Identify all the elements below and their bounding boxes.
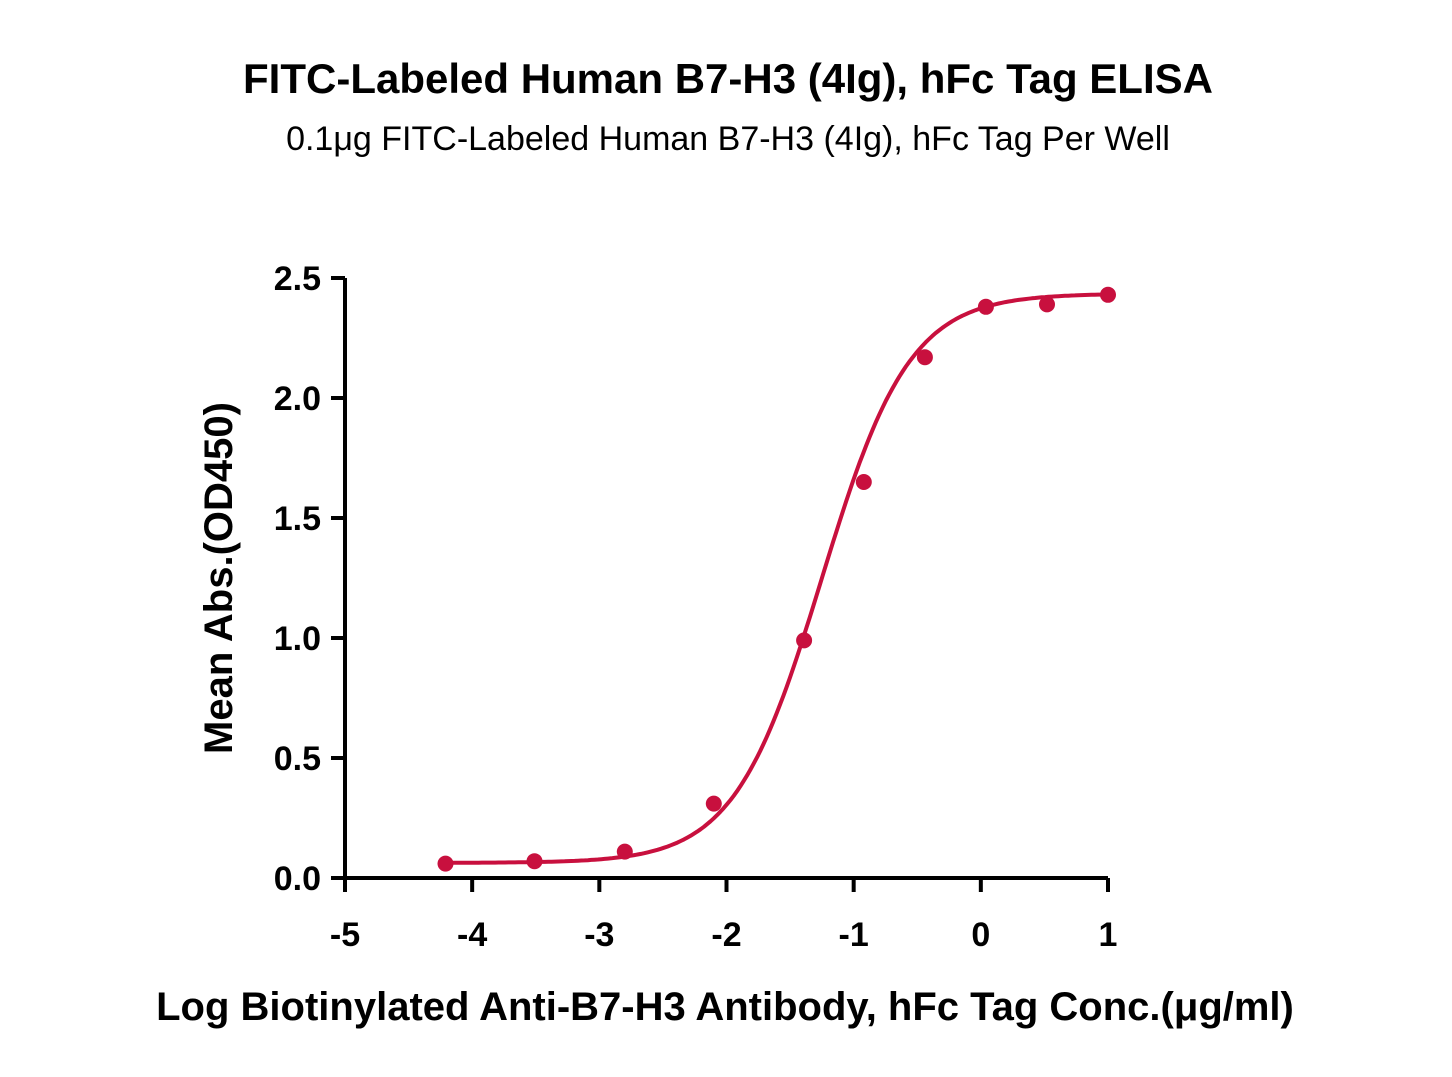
data-point [705,795,722,812]
y-tick-label: 1.5 [274,500,321,538]
chart-subtitle: 0.1μg FITC-Labeled Human B7-H3 (4Ig), hF… [286,120,1170,158]
data-point [616,843,633,860]
y-tick-label: 1.0 [274,620,321,658]
data-point [796,632,813,649]
x-tick-label: -4 [457,916,487,954]
x-tick-label: -2 [711,916,741,954]
data-points [437,286,1116,872]
x-axis-label: Log Biotinylated Anti-B7-H3 Antibody, hF… [156,985,1294,1029]
x-tick-label: 1 [1099,916,1118,954]
fit-curve-group [445,292,1109,865]
data-point [1039,296,1055,313]
x-axis-ticks: -5 -4 -3 -2 -1 0 1 [330,878,1118,954]
y-tick-label: 2.5 [274,260,321,298]
y-axis-label: Mean Abs.(OD450) [197,402,241,754]
y-tick-label: 0.0 [274,860,321,898]
y-axis-ticks: 0.0 0.5 1.0 1.5 2.0 2.5 [274,260,345,898]
x-tick-label: -5 [330,916,360,954]
axes [343,278,1108,880]
chart-title: FITC-Labeled Human B7-H3 (4Ig), hFc Tag … [243,55,1213,102]
fit-curve [445,292,1109,865]
y-tick-label: 0.5 [274,740,321,778]
data-point [437,855,454,872]
data-point [1100,286,1116,303]
x-tick-label: 0 [971,916,990,954]
x-tick-label: -3 [584,916,614,954]
data-point [526,853,543,870]
data-point [977,298,994,315]
x-tick-label: -1 [839,916,869,954]
y-tick-label: 2.0 [274,380,321,418]
data-point [855,474,872,490]
data-point [916,349,933,366]
